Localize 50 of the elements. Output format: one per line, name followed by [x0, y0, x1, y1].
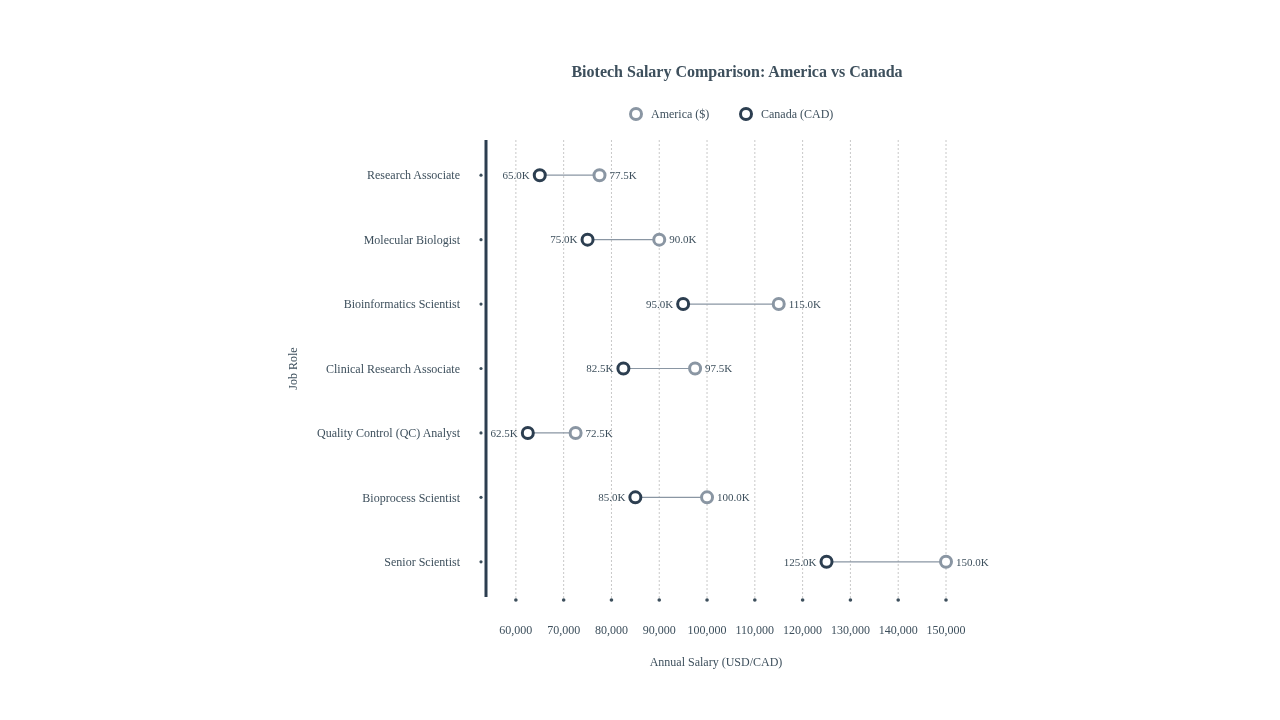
point — [819, 554, 834, 569]
x-tick-label: 80,000 — [594, 623, 628, 637]
point — [676, 297, 691, 312]
data-label: 72.5K — [585, 426, 613, 439]
point — [568, 425, 583, 440]
point — [520, 425, 535, 440]
data-label: 100.0K — [717, 491, 750, 504]
y-tick-label: Research Associate — [367, 168, 460, 183]
data-label: 65.0K — [502, 169, 530, 182]
chart-title: Biotech Salary Comparison: America vs Canada — [571, 63, 903, 81]
data-label: 77.5K — [609, 169, 637, 182]
x-tick-label: 120,000 — [783, 623, 823, 637]
data-label: 75.0K — [550, 233, 578, 246]
x-tick-label: 140,000 — [878, 623, 918, 637]
y-tick-label: Bioprocess Scientist — [362, 490, 461, 505]
y-tick-label: Senior Scientist — [384, 554, 461, 569]
point — [628, 490, 643, 505]
data-label: 150.0K — [956, 555, 989, 568]
point — [688, 361, 703, 376]
data-label: 97.5K — [705, 362, 733, 375]
data-label: 90.0K — [669, 233, 697, 246]
data-label: 115.0K — [788, 297, 822, 310]
point — [652, 232, 667, 247]
point — [939, 554, 953, 569]
y-tick-label: Molecular Biologist — [363, 232, 461, 247]
y-axis-title: Job Role — [286, 347, 300, 390]
legend-label: Canada (CAD) — [761, 107, 834, 122]
data-label: 95.0K — [645, 297, 674, 310]
y-tick-label: Bioinformatics Scientist — [343, 297, 461, 312]
point — [592, 168, 607, 183]
point — [580, 232, 595, 247]
x-tick-label: 60,000 — [499, 623, 533, 637]
x-tick-label: 130,000 — [830, 623, 870, 637]
data-label: 82.5K — [586, 362, 614, 375]
x-axis-title: Annual Salary (USD/CAD) — [649, 655, 783, 669]
x-tick-label: 110,000 — [735, 623, 775, 637]
y-tick-label: Quality Control (QC) Analyst — [317, 426, 461, 441]
point — [616, 361, 631, 376]
x-tick-label: 100,000 — [687, 623, 727, 637]
x-tick-label: 70,000 — [547, 623, 581, 637]
point — [700, 490, 715, 505]
x-tick-label: 90,000 — [642, 623, 676, 637]
y-tick-label: Clinical Research Associate — [326, 361, 460, 376]
data-label: 62.5K — [490, 426, 518, 439]
x-tick-label: 150,000 — [926, 623, 966, 637]
legend-label: America ($) — [651, 107, 710, 122]
point — [532, 168, 547, 183]
point — [771, 297, 786, 312]
data-label: 125.0K — [783, 555, 817, 568]
data-label: 85.0K — [598, 491, 626, 504]
